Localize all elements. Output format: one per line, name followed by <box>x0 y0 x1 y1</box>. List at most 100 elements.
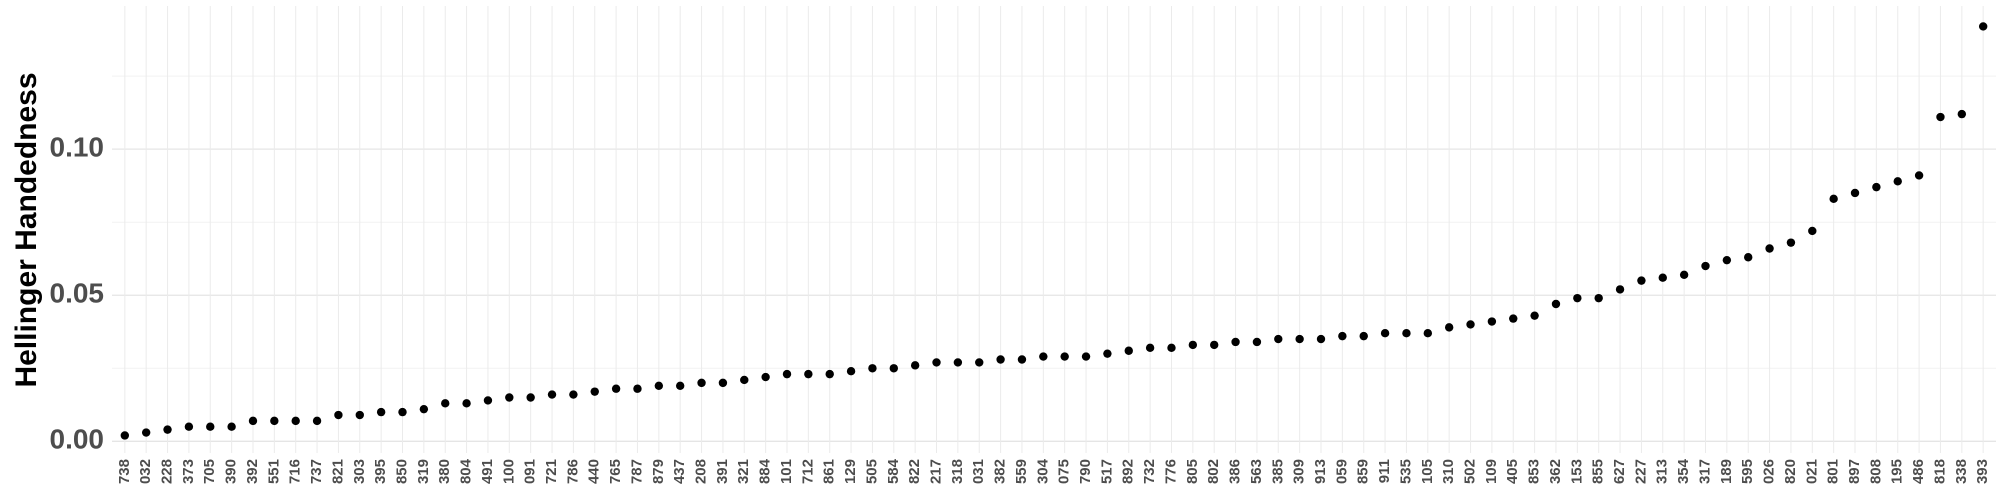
x-tick-label: 861 <box>821 459 838 484</box>
x-tick-label: 075 <box>1056 459 1073 484</box>
x-tick-label: 153 <box>1568 459 1585 484</box>
x-tick-label: 911 <box>1376 459 1393 483</box>
point <box>1786 238 1796 247</box>
point <box>846 366 856 376</box>
point <box>1765 244 1774 253</box>
point <box>1722 255 1732 265</box>
x-tick-label: 853 <box>1526 459 1543 484</box>
point <box>654 381 664 391</box>
x-tick-label: 805 <box>1184 459 1201 484</box>
x-tick-label: 310 <box>1440 459 1457 484</box>
x-tick-label: 031 <box>970 459 987 484</box>
point <box>1039 352 1048 361</box>
x-tick-label: 859 <box>1355 459 1372 484</box>
point <box>1081 352 1091 361</box>
point <box>1103 349 1112 358</box>
x-tick-label: 303 <box>351 459 368 484</box>
x-tick-label: 879 <box>650 459 667 484</box>
point <box>1295 334 1304 344</box>
point <box>697 378 706 388</box>
point <box>505 393 514 402</box>
x-tick-label: 217 <box>927 459 944 484</box>
point <box>932 358 941 367</box>
point <box>633 384 642 393</box>
x-tick-label: 820 <box>1782 459 1799 484</box>
x-tick-label: 208 <box>693 459 710 484</box>
x-tick-label: 309 <box>1291 459 1308 484</box>
x-tick-label: 227 <box>1632 459 1649 484</box>
point <box>398 407 407 417</box>
point <box>376 407 386 417</box>
x-tick-label: 802 <box>1205 459 1222 484</box>
point <box>248 416 258 426</box>
point <box>910 361 920 370</box>
point <box>1017 355 1027 364</box>
point <box>1893 177 1902 186</box>
x-tick-label: 405 <box>1504 459 1521 484</box>
x-tick-label: 100 <box>500 459 517 484</box>
point <box>1487 317 1497 326</box>
point <box>1274 334 1283 344</box>
x-tick-label: 385 <box>1269 459 1286 484</box>
x-tick-label: 716 <box>287 459 304 484</box>
point <box>1316 334 1326 344</box>
point <box>1808 226 1817 236</box>
x-tick-label: 821 <box>329 459 346 484</box>
point <box>1573 293 1582 303</box>
x-tick-label: 318 <box>949 459 966 484</box>
point <box>1167 343 1176 353</box>
point <box>1530 311 1539 320</box>
x-tick-label: 595 <box>1739 459 1756 484</box>
x-tick-label: 897 <box>1846 459 1863 484</box>
x-tick-label: 491 <box>479 459 496 484</box>
point <box>270 416 279 426</box>
x-tick-label: 884 <box>757 458 774 484</box>
point <box>1444 323 1454 332</box>
x-tick-label: 738 <box>116 459 133 484</box>
x-tick-label: 584 <box>885 458 902 484</box>
point <box>1380 329 1390 338</box>
point <box>120 431 130 440</box>
x-tick-label: 627 <box>1611 459 1628 484</box>
point <box>975 358 984 367</box>
point <box>1850 188 1860 198</box>
point <box>611 384 621 393</box>
x-tick-label: 321 <box>735 459 752 484</box>
x-tick-label: 382 <box>992 459 1009 484</box>
point <box>206 422 215 431</box>
point <box>782 369 792 379</box>
x-tick-label: 392 <box>244 459 261 484</box>
point <box>1658 273 1667 282</box>
point <box>996 355 1005 364</box>
y-axis-label: Hellinger Handedness <box>10 72 43 387</box>
point <box>1679 270 1689 279</box>
x-tick-label: 737 <box>308 459 325 484</box>
point <box>1615 285 1625 294</box>
x-tick-label: 502 <box>1461 459 1478 484</box>
x-tick-label: 091 <box>522 459 539 484</box>
y-tick-label: 0.10 <box>50 132 105 163</box>
x-tick-label: 818 <box>1931 459 1948 484</box>
point <box>1594 293 1603 303</box>
point <box>1188 340 1198 350</box>
point <box>1060 352 1069 361</box>
point <box>334 410 343 420</box>
x-tick-label: 801 <box>1825 459 1842 484</box>
x-tick-label: 189 <box>1718 459 1735 484</box>
x-tick-label: 517 <box>1098 459 1115 484</box>
point <box>1252 337 1262 347</box>
x-tick-label: 021 <box>1803 459 1820 484</box>
point <box>1701 261 1710 271</box>
point <box>1744 253 1753 262</box>
x-tick-label: 535 <box>1397 459 1414 484</box>
point <box>1957 109 1967 119</box>
point <box>590 387 599 396</box>
x-tick-label: 437 <box>671 459 688 484</box>
x-tick-label: 850 <box>393 459 410 484</box>
point <box>868 364 877 373</box>
point <box>761 372 770 382</box>
x-tick-label: 855 <box>1590 459 1607 484</box>
point <box>483 396 493 405</box>
point <box>1829 194 1838 204</box>
x-tick-label: 228 <box>159 459 176 484</box>
